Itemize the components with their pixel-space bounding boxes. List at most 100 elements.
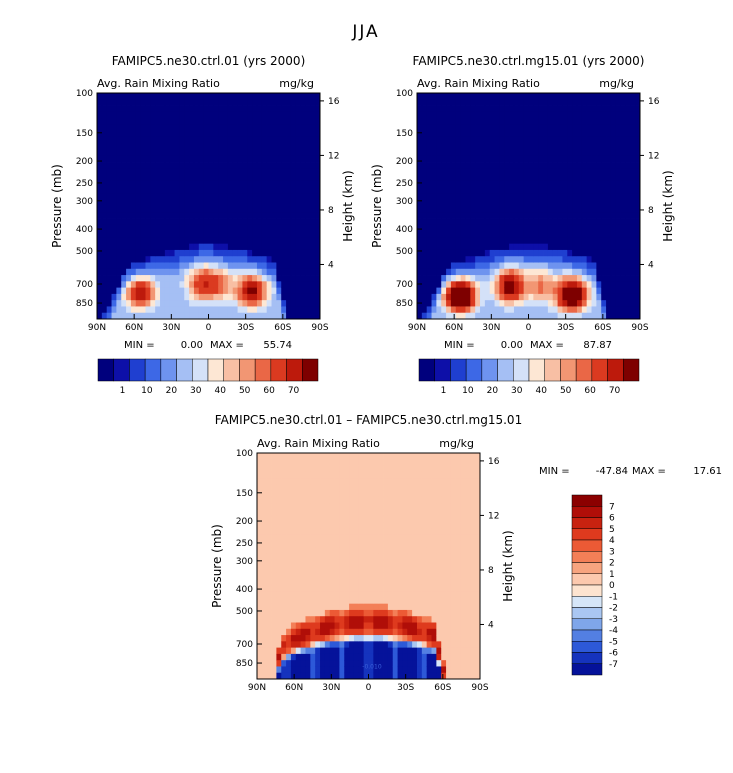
field-cell: [130, 143, 137, 150]
field-cell: [436, 647, 442, 655]
field-cell: [383, 578, 389, 586]
field-cell: [421, 281, 428, 289]
field-cell: [310, 478, 316, 485]
field-cell: [193, 218, 200, 226]
field-cell: [392, 578, 398, 586]
field-cell: [557, 281, 563, 289]
field-cell: [174, 99, 180, 106]
field-cell: [368, 522, 374, 529]
field-cell: [295, 660, 302, 667]
field-cell: [499, 174, 505, 182]
field-cell: [533, 105, 539, 113]
field-cell: [353, 553, 360, 561]
field-cell: [446, 528, 452, 536]
field-cell: [315, 275, 321, 282]
field-cell: [184, 243, 190, 251]
field-cell: [237, 162, 243, 169]
field-cell: [509, 212, 515, 219]
field-cell: [635, 168, 641, 176]
field-cell: [290, 666, 297, 674]
field-cell: [261, 162, 268, 169]
field-cell: [261, 622, 268, 630]
field-cell: [101, 193, 108, 201]
panel-subtitle: Avg. Rain Mixing Ratio: [97, 77, 220, 90]
field-cell: [276, 231, 282, 238]
field-cell: [135, 187, 142, 194]
field-cell: [271, 584, 277, 592]
field-cell: [606, 237, 612, 245]
field-cell: [295, 293, 302, 301]
field-cell: [174, 111, 180, 119]
field-cell: [300, 553, 306, 561]
field-cell: [339, 622, 345, 630]
field-cell: [392, 522, 398, 529]
field-cell: [441, 515, 447, 523]
field-cell: [271, 628, 277, 636]
field-cell: [455, 136, 462, 144]
field-cell: [576, 275, 583, 282]
field-cell: [518, 206, 525, 213]
field-cell: [281, 566, 287, 573]
field-cell: [538, 287, 544, 295]
field-cell: [315, 628, 321, 636]
panel-title: FAMIPC5.ne30.ctrl.01 (yrs 2000): [112, 54, 306, 68]
field-cell: [436, 453, 442, 460]
field-cell: [630, 136, 636, 144]
field-cell: [392, 666, 398, 674]
field-cell: [164, 136, 171, 144]
field-cell: [441, 118, 447, 125]
field-cell: [635, 130, 641, 138]
x-tick-label: 90N: [408, 323, 426, 333]
field-cell: [155, 249, 161, 257]
field-cell: [552, 118, 558, 125]
field-cell: [344, 459, 350, 466]
field-cell: [387, 666, 394, 674]
field-cell: [208, 281, 214, 289]
field-cell: [334, 540, 340, 548]
field-cell: [271, 212, 277, 219]
field-cell: [213, 231, 219, 238]
field-cell: [140, 256, 146, 263]
field-cell: [111, 268, 117, 276]
field-cell: [126, 149, 132, 157]
height-tick-label: 4: [648, 260, 654, 270]
field-cell: [305, 312, 311, 320]
field-cell: [402, 522, 408, 529]
field-cell: [383, 553, 389, 561]
field-cell: [223, 231, 229, 238]
field-cell: [615, 93, 622, 100]
field-cell: [252, 136, 258, 144]
field-cell: [305, 522, 311, 529]
field-cell: [295, 180, 302, 188]
field-cell: [460, 459, 466, 466]
field-cell: [101, 243, 108, 251]
field-cell: [203, 231, 209, 238]
field-cell: [329, 616, 335, 623]
field-cell: [266, 591, 272, 598]
field-cell: [237, 130, 243, 138]
field-cell: [193, 111, 200, 119]
field-cell: [572, 180, 578, 188]
field-cell: [281, 484, 287, 492]
field-cell: [140, 162, 146, 169]
field-cell: [257, 484, 263, 492]
field-cell: [227, 312, 234, 320]
field-cell: [349, 534, 355, 542]
field-cell: [305, 528, 311, 536]
field-cell: [538, 218, 544, 226]
field-cell: [300, 143, 306, 150]
field-cell: [475, 306, 481, 314]
field-cell: [247, 130, 253, 138]
field-cell: [121, 93, 127, 100]
field-cell: [402, 591, 408, 598]
field-cell: [465, 193, 471, 201]
field-cell: [106, 212, 112, 219]
field-cell: [256, 287, 263, 295]
field-cell: [266, 666, 272, 674]
field-cell: [465, 243, 471, 251]
field-cell: [436, 672, 442, 680]
field-cell: [513, 124, 520, 132]
field-cell: [436, 635, 442, 642]
field-cell: [184, 130, 190, 138]
field-cell: [198, 287, 205, 295]
